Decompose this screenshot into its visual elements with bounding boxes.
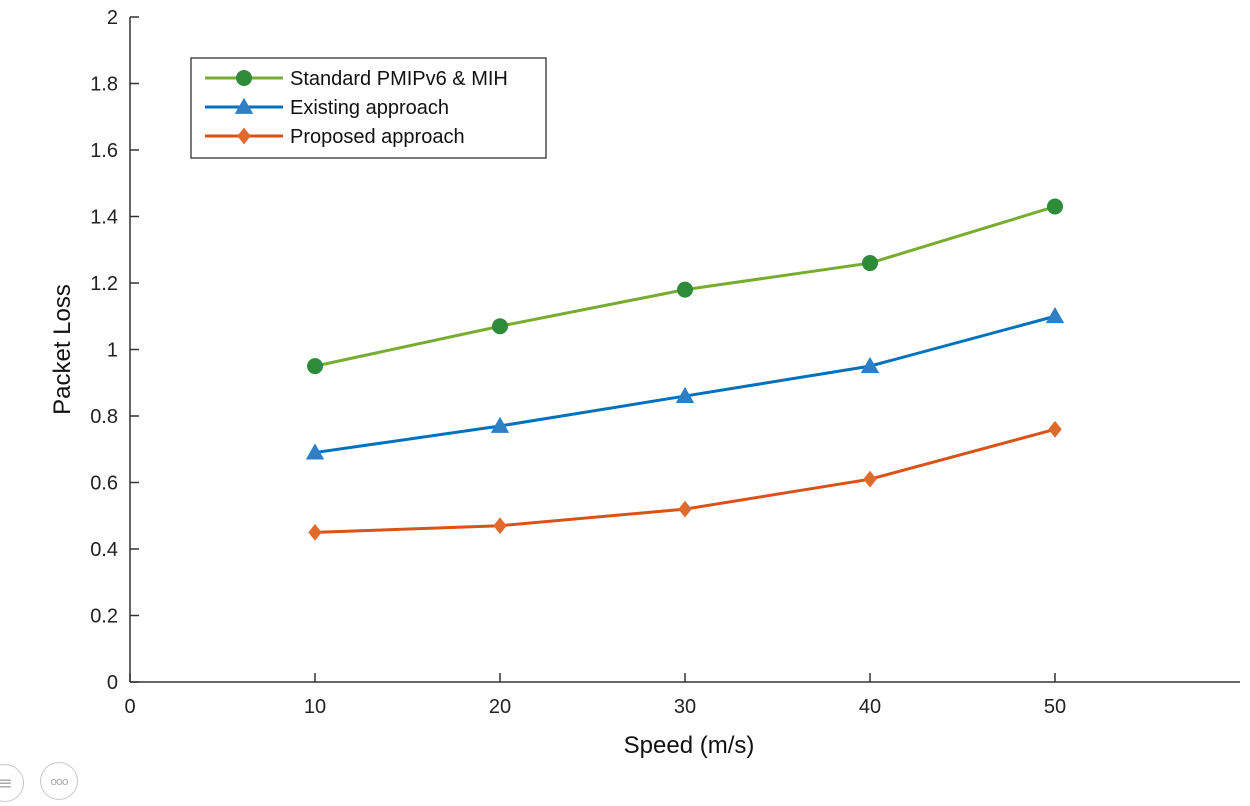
data-point [678, 500, 692, 518]
series-line [314, 314, 1056, 455]
y-tick-label: 1.4 [90, 207, 118, 229]
y-tick-label: 0.2 [90, 606, 118, 628]
data-point [860, 356, 880, 374]
series-layer [305, 198, 1065, 541]
data-point [493, 517, 507, 535]
series-1 [307, 198, 1063, 375]
document-icon-glyph: ≡ [0, 772, 13, 794]
legend-marker [236, 70, 252, 86]
series-2 [305, 307, 1065, 460]
legend-item: Existing approach [205, 97, 449, 119]
series-3 [308, 420, 1062, 541]
legend-label: Standard PMIPv6 & MIH [290, 68, 508, 90]
x-tick-label: 50 [1044, 696, 1066, 718]
legend-label: Proposed approach [290, 126, 465, 148]
data-point [492, 318, 508, 335]
y-tick-label: 2 [107, 7, 118, 29]
data-point [1045, 307, 1065, 324]
x-axis-title: Speed (m/s) [624, 732, 755, 759]
y-tick-label: 0.6 [90, 473, 118, 495]
data-point [1048, 420, 1062, 438]
legend-item: Proposed approach [205, 126, 465, 148]
data-point [1047, 198, 1063, 215]
legend-label: Existing approach [290, 97, 449, 119]
y-axis-title: Packet Loss [49, 284, 76, 415]
data-point [863, 470, 877, 488]
y-tick-label: 1.8 [90, 74, 118, 96]
x-tick-label: 10 [304, 696, 326, 718]
data-point [675, 386, 695, 403]
legend-marker [234, 97, 254, 114]
y-tick-label: 0.8 [90, 406, 118, 428]
x-tick-label: 30 [674, 696, 696, 718]
y-tick-label: 0 [107, 672, 118, 694]
data-point [490, 416, 510, 433]
x-tick-label: 20 [489, 696, 511, 718]
axes: 00.20.40.60.811.21.41.61.820 10 20 30 40 50Sp… [49, 7, 1240, 759]
legend-item: Standard PMIPv6 & MIH [205, 68, 508, 90]
x-tick-label: 0 [124, 696, 135, 718]
y-tick-label: 1 [107, 340, 118, 362]
legend-marker [237, 127, 251, 145]
more-icon[interactable]: ooo [40, 762, 78, 800]
data-point [862, 255, 878, 272]
legend: Standard PMIPv6 & MIH Existing approach Pr… [190, 57, 547, 159]
data-point [307, 358, 323, 375]
y-tick-label: 0.4 [90, 539, 118, 561]
data-point [677, 281, 693, 298]
y-tick-label: 1.6 [90, 140, 118, 162]
data-point [305, 443, 325, 460]
data-point [308, 523, 322, 541]
y-tick-label: 1.2 [90, 273, 118, 295]
more-icon-glyph: ooo [50, 774, 68, 788]
x-tick-label: 40 [859, 696, 881, 718]
